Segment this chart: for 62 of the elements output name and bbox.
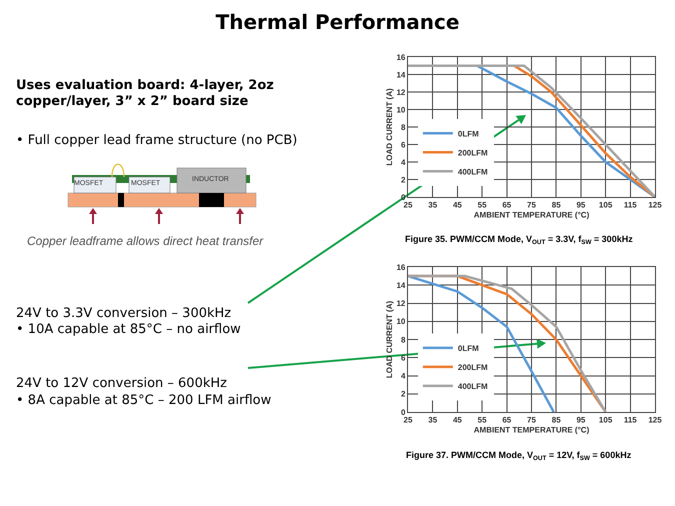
x-tick-label: 35: [428, 200, 438, 210]
legend-label: 0LFM: [458, 129, 480, 138]
y-tick-label: 4: [400, 158, 406, 167]
text: Thermal Performance: [214, 10, 460, 34]
y-tick-label: 6: [400, 353, 406, 362]
text: Copper leadframe allows direct heat transfer: [27, 234, 264, 248]
y-tick-label: 8: [400, 335, 406, 344]
y-tick-label: 14: [396, 70, 406, 80]
line-series: [408, 274, 607, 412]
y-axis-title: LOAD CURRENT (A): [385, 88, 394, 166]
text: • Full copper lead frame structure (no PCB): [16, 133, 298, 148]
x-tick-label: 95: [576, 200, 586, 210]
x-tick-label: 95: [576, 416, 586, 425]
y-tick-label: 12: [396, 299, 406, 308]
x-tick-label: 55: [478, 200, 488, 210]
line-series: [408, 274, 555, 412]
x-tick-label: 85: [552, 200, 562, 210]
x-tick-label: 25: [404, 416, 413, 425]
y-tick-label: 2: [400, 175, 406, 184]
legend-label: 200LFM: [458, 363, 488, 372]
x-tick-label: 65: [502, 200, 512, 210]
x-tick-label: 45: [452, 416, 462, 425]
x-tick-label: 115: [624, 416, 638, 425]
text: 24V to 12V conversion – 600kHz: [16, 376, 227, 391]
y-tick-label: 10: [396, 105, 406, 114]
y-tick-label: 8: [400, 122, 406, 132]
y-tick-label: 12: [396, 88, 406, 97]
legend-label: 200LFM: [458, 148, 488, 158]
y-axis-title: LOAD CURRENT (A): [385, 300, 394, 378]
text: • 10A capable at 85°C – no airflow: [16, 322, 241, 337]
y-tick-label: 16: [396, 262, 406, 272]
x-tick-label: 25: [404, 200, 413, 210]
x-tick-label: 85: [552, 416, 562, 425]
x-tick-label: 75: [527, 200, 536, 210]
x-axis-title: AMBIENT TEMPERATURE (°C): [474, 426, 590, 435]
y-tick-label: 2: [400, 390, 406, 399]
y-tick-label: 6: [400, 140, 406, 150]
x-tick-label: 65: [502, 416, 512, 425]
y-tick-label: 16: [396, 52, 406, 62]
x-tick-label: 105: [598, 200, 613, 210]
caption: Figure 35. PWM/CCM Mode, V$_{OUT}$ = 3.3V, f$_{SW}$ = 300kHz: [405, 234, 634, 246]
text: • 8A capable at 85°C – 200 LFM airflow: [16, 393, 272, 408]
x-tick-label: 35: [428, 416, 438, 425]
text: 24V to 3.3V conversion – 300kHz: [16, 306, 232, 321]
y-tick-label: 0: [400, 408, 406, 417]
y-tick-label: 14: [396, 280, 406, 290]
x-tick-label: 105: [598, 416, 613, 425]
line-series: [408, 64, 655, 197]
legend-label: 400LFM: [458, 167, 488, 176]
text: Uses evaluation board: 4-layer, 2oz copper/layer, 3” x 2” board size: [16, 78, 275, 110]
x-axis-title: AMBIENT TEMPERATURE (°C): [474, 210, 590, 220]
x-tick-label: 55: [478, 416, 488, 425]
legend-label: 0LFM: [458, 344, 480, 354]
x-tick-label: 45: [452, 200, 462, 210]
x-tick-label: 115: [624, 200, 638, 210]
x-tick-label: 75: [527, 416, 536, 425]
x-tick-label: 125: [648, 200, 662, 210]
y-tick-label: 4: [400, 372, 406, 381]
x-tick-label: 125: [648, 416, 662, 425]
caption: Figure 37. PWM/CCM Mode, V$_{OUT}$ = 12V, f$_{SW}$ = 600kHz: [406, 450, 632, 462]
y-tick-label: 10: [396, 317, 406, 326]
legend-label: 400LFM: [458, 382, 488, 392]
